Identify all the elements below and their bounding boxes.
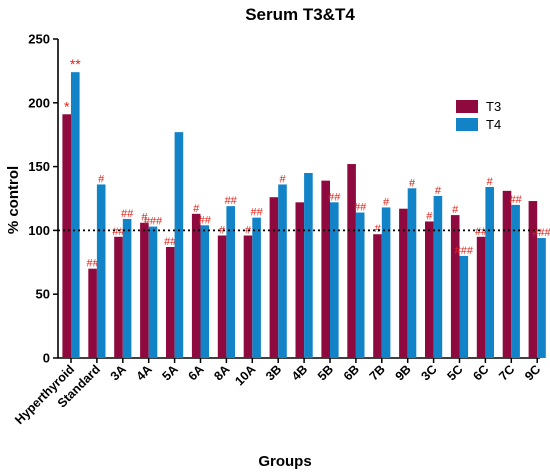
x-tick-label: 5B — [315, 362, 336, 383]
significance-label: # — [193, 203, 200, 215]
significance-label: ## — [164, 236, 177, 248]
legend-swatch-t3 — [456, 100, 478, 113]
significance-label: ## — [328, 191, 341, 203]
bar-t4 — [174, 132, 184, 358]
bar-t4 — [71, 72, 80, 359]
bar-t4 — [511, 204, 520, 358]
bar-t3 — [425, 221, 434, 358]
bar-t3 — [191, 213, 201, 358]
x-tick-label: 6B — [341, 362, 362, 383]
y-tick-label: 0 — [43, 351, 50, 366]
x-tick-label: 4A — [134, 362, 155, 383]
x-axis-label: Groups — [258, 453, 311, 470]
x-tick-label: 6C — [470, 362, 491, 383]
x-tick-label: 6A — [185, 362, 206, 383]
x-tick-label: 7C — [496, 362, 517, 383]
x-tick-label: 8A — [211, 362, 232, 383]
bar-t3 — [114, 236, 123, 358]
y-tick-label: 200 — [28, 95, 50, 110]
bar-t4 — [278, 184, 287, 358]
y-tick-label: 150 — [28, 159, 50, 174]
significance-label: ** — [70, 56, 81, 72]
x-tick-label: 7B — [367, 362, 388, 383]
y-tick-label: 100 — [28, 223, 50, 238]
bar-t3 — [347, 164, 356, 358]
y-axis-label: % control — [5, 166, 22, 234]
bar-t4 — [381, 207, 391, 358]
legend-label-t4: T4 — [486, 117, 501, 132]
x-tick-label: 5C — [444, 362, 465, 383]
significance-label: # — [452, 204, 459, 216]
bar-t3 — [88, 268, 97, 358]
significance-label: # — [374, 223, 381, 235]
significance-label: ### — [532, 227, 550, 239]
bar-t3 — [243, 235, 253, 358]
bar-t4 — [122, 218, 132, 358]
bar-t3 — [166, 246, 175, 358]
bar-t3 — [373, 234, 382, 358]
bar-t3 — [476, 236, 486, 358]
significance-label: ### — [144, 216, 163, 228]
significance-label: # — [426, 210, 433, 222]
bar-t4 — [355, 212, 365, 358]
bar-t3 — [140, 222, 149, 358]
bar-t3 — [528, 201, 538, 358]
significance-label: ## — [475, 226, 488, 238]
bar-t3 — [399, 208, 408, 358]
x-tick-label: 9C — [522, 362, 543, 383]
significance-label: # — [487, 176, 494, 188]
y-tick-label: 250 — [28, 32, 50, 47]
legend-swatch-t4 — [456, 118, 478, 131]
x-tick-label: 10A — [232, 362, 258, 388]
bar-t4 — [200, 225, 210, 358]
y-tick-label: 50 — [36, 287, 50, 302]
significance-label: ## — [509, 194, 522, 206]
bar-t4 — [96, 184, 106, 358]
legend-label-t3: T3 — [486, 99, 501, 114]
bar-t3 — [450, 215, 460, 358]
bar-t4 — [252, 217, 261, 358]
x-tick-label: 5A — [160, 362, 181, 383]
x-tick-label: 9B — [393, 362, 414, 383]
bar-t3 — [62, 114, 71, 358]
x-tick-label: 4B — [289, 362, 310, 383]
bar-t4 — [148, 226, 158, 358]
significance-label: # — [219, 225, 226, 237]
bar-t4 — [433, 195, 443, 358]
bar-t4 — [459, 255, 469, 358]
plot-area: 050100150200250***Hyperthyroid###Standar… — [12, 32, 550, 428]
bar-t3 — [217, 235, 227, 358]
bar-t4 — [304, 172, 313, 358]
significance-label: # — [409, 177, 416, 189]
bar-t3 — [269, 197, 279, 358]
significance-label: ## — [121, 208, 134, 220]
significance-label: ## — [250, 207, 263, 219]
significance-label: * — [64, 98, 70, 114]
bar-t4 — [407, 188, 417, 358]
x-tick-label: 3B — [263, 362, 284, 383]
significance-label: # — [141, 212, 148, 224]
significance-label: ## — [199, 214, 212, 226]
x-tick-label: 3A — [108, 362, 129, 383]
bar-t4 — [485, 187, 494, 358]
chart-title: Serum T3&T4 — [245, 5, 355, 24]
significance-label: ## — [354, 202, 367, 214]
significance-label: ## — [225, 195, 238, 207]
bar-t4 — [537, 238, 546, 358]
significance-label: # — [435, 185, 442, 197]
bar-t3 — [295, 202, 305, 358]
x-tick-label: 3C — [419, 362, 440, 383]
bar-t4 — [330, 202, 339, 358]
significance-label: # — [98, 173, 105, 185]
significance-label: ### — [455, 245, 474, 257]
significance-label: ## — [112, 226, 125, 238]
bar-t4 — [226, 206, 235, 358]
significance-label: # — [279, 173, 286, 185]
bar-t3 — [502, 190, 512, 358]
significance-label: # — [383, 196, 390, 208]
significance-label: ## — [86, 258, 99, 270]
bar-t3 — [321, 180, 330, 358]
